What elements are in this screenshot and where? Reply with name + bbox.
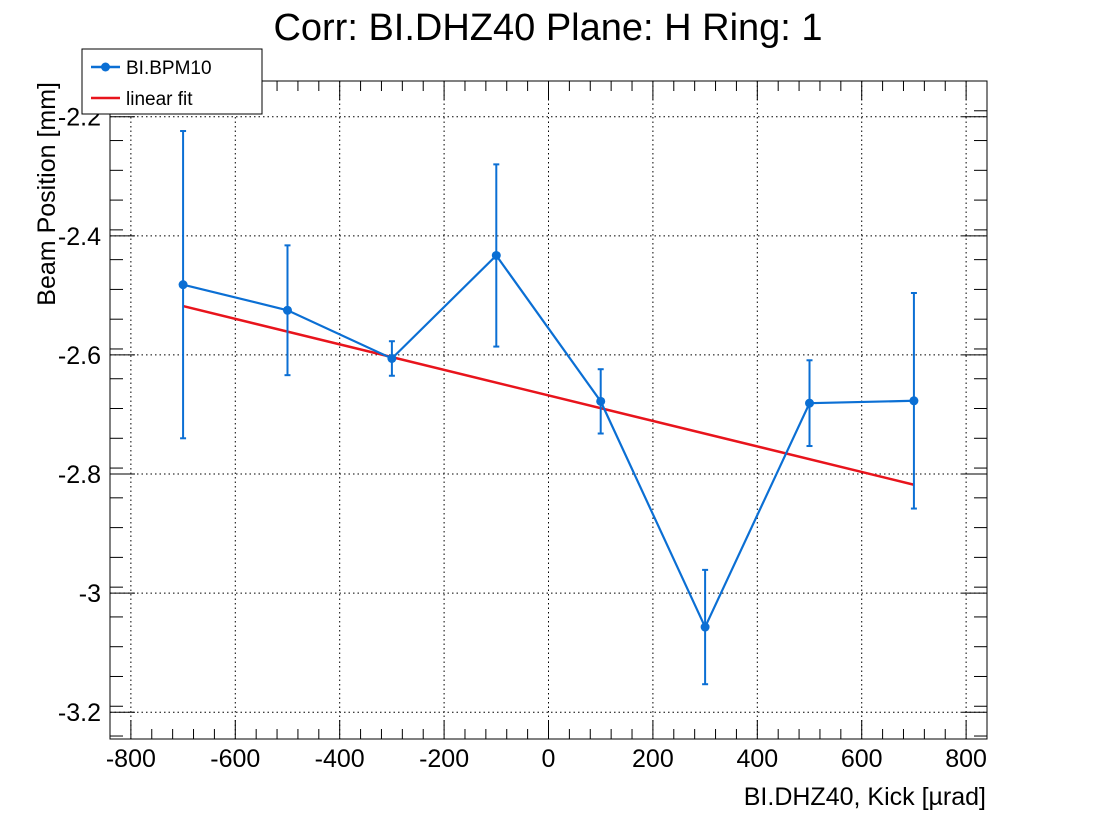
- data-point: [387, 353, 397, 363]
- y-axis-title: Beam Position [mm]: [33, 82, 61, 306]
- axes: -800 -600 -400 -200 0 200 400 600 800 -3.2 -3 -2.8 -…: [58, 80, 987, 773]
- grid: [110, 81, 987, 739]
- data-point: [178, 280, 188, 290]
- legend-box: [81, 48, 263, 115]
- data-point: [909, 396, 919, 406]
- x-tick-label: -200: [419, 745, 469, 773]
- x-tick-label: -400: [315, 745, 365, 773]
- x-tick-label: -800: [106, 745, 156, 773]
- series-line-bpm10: [182, 253, 914, 630]
- data-point: [805, 398, 815, 408]
- fit-line: [182, 304, 915, 486]
- legend-label-bpm10: BI.BPM10: [126, 58, 212, 79]
- y-tick-label: -3.2: [58, 699, 101, 727]
- x-tick-label: -600: [210, 745, 260, 773]
- x-tick-label: 600: [841, 745, 883, 773]
- legend: BI.BPM10 linear fit: [81, 48, 263, 115]
- x-tick-label: 400: [736, 745, 778, 773]
- x-tick-label: 0: [542, 745, 556, 773]
- fit-layer: [182, 304, 915, 486]
- data-point: [700, 622, 710, 632]
- data-point: [491, 250, 501, 260]
- legend-label-fit: linear fit: [126, 89, 193, 110]
- legend-marker-bpm10: [101, 62, 110, 72]
- y-tick-label: -3: [79, 580, 101, 608]
- chart-title: Corr: BI.DHZ40 Plane: H Ring: 1: [273, 7, 822, 49]
- y-tick-label: -2.6: [58, 342, 101, 370]
- data-point: [282, 305, 292, 315]
- x-tick-label: 800: [945, 745, 987, 773]
- data-point: [596, 396, 606, 406]
- x-tick-label: 200: [632, 745, 674, 773]
- series-layer: [178, 130, 919, 686]
- y-tick-label: -2.8: [58, 461, 101, 489]
- x-axis-title: BI.DHZ40, Kick [µrad]: [744, 783, 986, 811]
- y-tick-label: -2.4: [58, 223, 101, 251]
